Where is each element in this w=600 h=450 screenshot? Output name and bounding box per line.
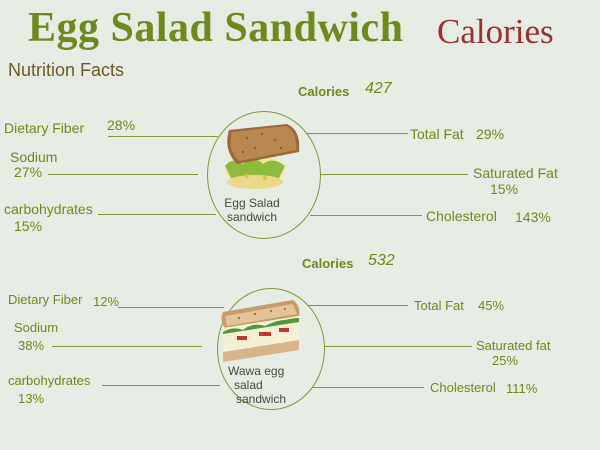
sodium-value: 38% xyxy=(18,338,45,353)
dietary-fiber-value: 12% xyxy=(93,294,120,309)
calories-label: Calories xyxy=(298,84,350,99)
dietary-fiber-label: Dietary Fiber xyxy=(4,120,85,136)
item-name: Wawa egg salad sandwich xyxy=(228,364,290,406)
carbohydrates-label: carbohydrates xyxy=(8,373,91,388)
sandwich-image xyxy=(221,300,300,362)
item-name-line: sandwich xyxy=(236,392,287,406)
total-fat-value: 29% xyxy=(476,126,505,142)
connector-line xyxy=(108,136,218,137)
page-title-suffix: Calories xyxy=(437,12,554,51)
connector-line xyxy=(52,346,202,347)
connector-line xyxy=(322,346,472,347)
total-fat-value: 45% xyxy=(478,298,505,313)
connector-line xyxy=(118,307,224,308)
carbohydrates-value: 15% xyxy=(14,218,43,234)
section-subtitle: Nutrition Facts xyxy=(8,60,125,80)
connector-line xyxy=(310,215,422,216)
item-name-line: sandwich xyxy=(226,210,278,224)
connector-line xyxy=(48,174,198,175)
sandwich-image xyxy=(225,124,300,189)
connector-line xyxy=(98,214,216,215)
dietary-fiber-value: 28% xyxy=(107,117,136,133)
saturated-fat-label: Saturated fat xyxy=(476,338,551,353)
saturated-fat-value: 25% xyxy=(492,353,519,368)
saturated-fat-label: Saturated Fat xyxy=(473,165,558,181)
cholesterol-label: Cholesterol xyxy=(430,380,496,395)
sodium-label: Sodium xyxy=(10,149,58,165)
item-name: Egg Salad sandwich xyxy=(212,196,292,224)
sodium-value: 27% xyxy=(14,164,43,180)
saturated-fat-value: 15% xyxy=(490,181,519,197)
cholesterol-label: Cholesterol xyxy=(426,208,497,224)
total-fat-label: Total Fat xyxy=(410,126,464,142)
calories-label: Calories xyxy=(302,256,354,271)
connector-line xyxy=(312,387,424,388)
total-fat-label: Total Fat xyxy=(414,298,464,313)
cholesterol-value: 143% xyxy=(515,209,551,225)
calories-value: 532 xyxy=(368,252,395,269)
item-name-line: salad xyxy=(234,378,263,392)
item-name-line: Wawa egg xyxy=(228,364,285,378)
sodium-label: Sodium xyxy=(14,320,59,335)
carbohydrates-label: carbohydrates xyxy=(4,201,93,217)
item-name-line: Egg Salad xyxy=(224,196,280,210)
connector-line xyxy=(318,174,468,175)
dietary-fiber-label: Dietary Fiber xyxy=(8,292,83,307)
connector-line xyxy=(300,133,408,134)
calories-value: 427 xyxy=(365,80,392,97)
connector-line xyxy=(300,305,408,306)
carbohydrates-value: 13% xyxy=(18,391,45,406)
page-title: Egg Salad Sandwich xyxy=(28,5,404,51)
connector-line xyxy=(102,385,220,386)
cholesterol-value: 111% xyxy=(506,381,538,396)
